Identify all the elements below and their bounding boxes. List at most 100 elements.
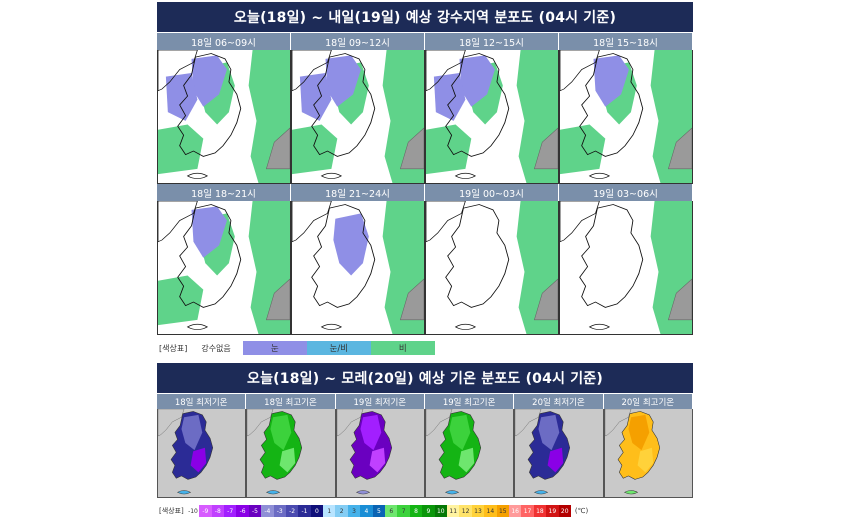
china-coastline <box>292 50 332 92</box>
weather-forecast-board: 오늘(18일) ~ 내일(19일) 예상 강수지역 분포도 (04시 기준) 1… <box>157 2 693 530</box>
korea-coastline <box>445 53 510 157</box>
temp-panel: 19일 최저기온 <box>335 394 425 498</box>
temp-scale-cell: 4 <box>360 505 373 517</box>
panel-label: 20일 최고기온 <box>603 394 693 409</box>
japan-landmass <box>667 278 692 321</box>
temp-panel: 19일 최고기온 <box>424 394 515 498</box>
panel-label: 18일 최저기온 <box>157 394 247 409</box>
precip-map-svg <box>292 201 424 334</box>
jeju-coastline <box>454 172 477 179</box>
temp-scale-cell: 16 <box>508 505 522 517</box>
temp-scale-cell: 11 <box>447 505 460 517</box>
precip-map-svg <box>292 50 424 183</box>
temp-scale-cell: -4 <box>261 505 274 517</box>
temp-scale-cell: -7 <box>223 505 237 517</box>
korea-coastline <box>311 204 376 308</box>
temp-map-svg <box>604 409 660 495</box>
temp-map <box>603 409 693 498</box>
temp-zone <box>637 447 653 473</box>
temp-map-svg <box>425 409 482 495</box>
temp-scale-cell: 6 <box>385 505 398 517</box>
japan-landmass <box>533 127 558 170</box>
temp-scale-cell: 15 <box>496 505 509 517</box>
temp-legend: [색상표] -10 -9 -8 -7 -6 -5 -4 -3 -2 -1 0 1 2 3 4 5 6 7 8 9 10 1… <box>157 503 693 519</box>
snow-area <box>593 55 629 107</box>
panel-label: 18일 18~21시 <box>157 184 291 201</box>
panel-label: 19일 최고기온 <box>424 394 515 409</box>
temp-map <box>424 409 515 498</box>
panel-label: 20일 최저기온 <box>514 394 604 409</box>
temp-scale-cell: 13 <box>471 505 485 517</box>
temp-zone <box>458 447 475 473</box>
temp-panel: 20일 최저기온 <box>514 394 604 498</box>
precip-map-svg <box>560 201 692 334</box>
jeju-coastline <box>186 172 209 179</box>
precip-map-svg <box>158 201 290 334</box>
jeju-coastline <box>320 323 343 330</box>
precip-panel: 18일 09~12시 <box>291 33 425 184</box>
snow-area <box>165 73 198 121</box>
temp-scale-cell: -8 <box>211 505 224 517</box>
jeju-coastline <box>588 172 611 179</box>
temp-scale-cell: 1 <box>323 505 336 517</box>
korea-coastline <box>177 204 242 308</box>
snow-area <box>325 55 361 107</box>
precip-map <box>157 201 291 335</box>
snow-area <box>299 73 332 121</box>
jeju-coastline <box>320 172 343 179</box>
jeju-coastline <box>186 323 209 330</box>
panel-label: 19일 03~06시 <box>559 184 693 201</box>
jeju-temp-fill <box>623 490 638 495</box>
temp-panel: 18일 최저기온 <box>157 394 247 498</box>
temp-scale-cell: -5 <box>248 505 262 517</box>
temp-scale-cell: 2 <box>335 505 348 517</box>
panel-label: 18일 06~09시 <box>157 33 291 50</box>
temp-zone <box>538 414 560 451</box>
precip-map-svg <box>426 50 558 183</box>
china-coastline <box>604 409 631 437</box>
legend-title: [색상표] <box>159 507 184 515</box>
temp-zone <box>270 414 292 451</box>
precip-map <box>559 201 693 335</box>
temp-scale: -10 -9 -8 -7 -6 -5 -4 -3 -2 -1 0 1 2 3 4 5 6 7 8 9 10 11 12 13 1… <box>186 505 571 517</box>
temp-scale-cell: 10 <box>434 505 447 517</box>
china-coastline <box>560 50 600 92</box>
precip-map <box>425 50 559 184</box>
china-coastline <box>158 201 198 243</box>
precip-map-grid: 18일 06~09시 18일 09~12시 18일 12~15시 18일 15~… <box>157 33 693 335</box>
precip-map-svg <box>158 50 290 183</box>
japan-landmass <box>533 278 558 321</box>
temp-map-svg <box>515 409 571 495</box>
japan-landmass <box>265 127 290 170</box>
precip-map <box>157 50 291 184</box>
rain-area <box>158 124 204 175</box>
rain-area <box>158 275 204 326</box>
panel-label: 18일 21~24시 <box>291 184 425 201</box>
temp-scale-cell: 14 <box>484 505 497 517</box>
japan-landmass <box>667 127 692 170</box>
china-coastline <box>426 50 466 92</box>
temp-title: 오늘(18일) ~ 모레(20일) 예상 기온 분포도 (04시 기준) <box>157 363 693 393</box>
legend-mix-swatch: 눈/비 <box>306 341 371 355</box>
jeju-coastline <box>454 323 477 330</box>
japan-landmass <box>399 278 424 321</box>
temp-zone <box>181 414 203 451</box>
temp-map <box>514 409 604 498</box>
temp-zone <box>369 447 385 473</box>
legend-snow-swatch: 눈 <box>242 341 307 355</box>
legend-title: [색상표] <box>159 343 188 353</box>
snow-area <box>191 206 227 258</box>
korea-coastline <box>445 204 510 308</box>
rain-area <box>333 213 369 276</box>
panel-label: 19일 최저기온 <box>335 394 425 409</box>
temp-zone <box>547 447 564 473</box>
precip-panel: 18일 06~09시 <box>157 33 291 184</box>
precip-map <box>291 50 425 184</box>
temp-scale-cell: -10 <box>186 505 200 517</box>
jeju-temp-fill <box>445 490 460 495</box>
china-coastline <box>560 201 600 243</box>
china-coastline <box>426 201 466 243</box>
temp-panel: 20일 최고기온 <box>603 394 693 498</box>
rain-area <box>426 124 472 175</box>
temp-panel: 18일 최고기온 <box>246 394 336 498</box>
